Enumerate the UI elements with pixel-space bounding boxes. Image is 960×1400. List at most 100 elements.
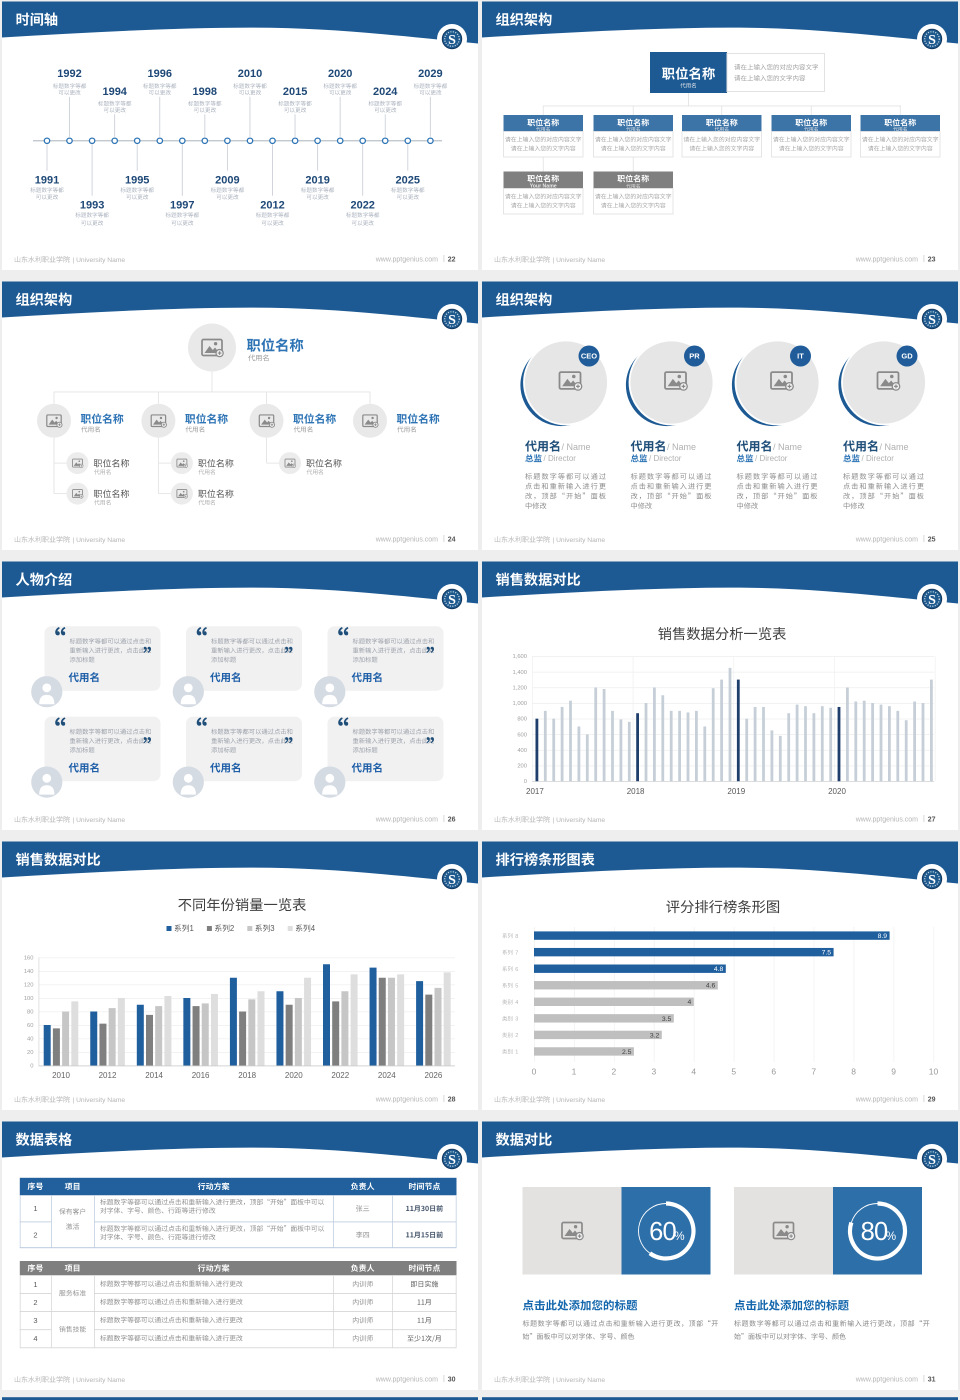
svg-text:80: 80: [27, 1010, 33, 1016]
svg-text:200: 200: [517, 764, 527, 770]
svg-text:GD: GD: [901, 352, 913, 361]
svg-text:4: 4: [691, 1067, 696, 1077]
svg-text:2026: 2026: [425, 1071, 443, 1080]
svg-text:1: 1: [33, 1204, 37, 1213]
svg-text:1,200: 1,200: [512, 685, 527, 691]
svg-text:7.5: 7.5: [822, 950, 832, 957]
svg-text:400: 400: [517, 748, 527, 754]
svg-text:23: 23: [928, 257, 936, 264]
svg-text:60: 60: [649, 1218, 676, 1246]
svg-text:3.5: 3.5: [662, 1016, 672, 1023]
svg-text:24: 24: [448, 537, 456, 544]
svg-text:8: 8: [851, 1067, 856, 1077]
svg-text:/ Director: / Director: [649, 454, 682, 463]
svg-text:2019: 2019: [727, 787, 745, 796]
svg-text:1: 1: [572, 1067, 577, 1077]
svg-text:1991: 1991: [35, 175, 59, 187]
svg-text:40: 40: [27, 1037, 33, 1043]
svg-text:/ Name: / Name: [773, 442, 802, 452]
svg-text:1: 1: [515, 1050, 518, 1056]
svg-text:4: 4: [515, 1000, 518, 1006]
svg-text:6: 6: [515, 967, 518, 973]
svg-text:27: 27: [928, 817, 936, 824]
svg-text:3: 3: [270, 924, 274, 933]
svg-text:2010: 2010: [52, 1071, 70, 1080]
svg-text:10: 10: [929, 1067, 939, 1077]
svg-text:80: 80: [861, 1218, 888, 1246]
svg-text:2: 2: [33, 1298, 37, 1307]
svg-text:2022: 2022: [350, 200, 374, 212]
svg-text:1,600: 1,600: [512, 654, 527, 660]
svg-text:2024: 2024: [378, 1071, 396, 1080]
svg-text:CEO: CEO: [581, 352, 597, 361]
svg-text:160: 160: [24, 956, 34, 962]
svg-text:2020: 2020: [328, 68, 352, 80]
svg-text:1: 1: [190, 924, 194, 933]
svg-text:7: 7: [811, 1067, 816, 1077]
svg-text:120: 120: [24, 983, 34, 989]
svg-text:2020: 2020: [285, 1071, 303, 1080]
svg-text:5: 5: [515, 983, 518, 989]
svg-text:600: 600: [517, 732, 527, 738]
svg-text:8.9: 8.9: [878, 933, 888, 940]
svg-text:26: 26: [448, 817, 456, 824]
svg-text:%: %: [886, 1231, 896, 1243]
svg-text:4: 4: [311, 924, 316, 933]
svg-text:28: 28: [448, 1097, 456, 1104]
svg-text:2022: 2022: [331, 1071, 349, 1080]
svg-text:/ Name: / Name: [562, 442, 591, 452]
svg-text:100: 100: [24, 996, 34, 1002]
svg-text:140: 140: [24, 969, 34, 975]
svg-text:/ Director: / Director: [755, 454, 788, 463]
svg-text:2018: 2018: [627, 787, 645, 796]
svg-text:2019: 2019: [305, 175, 329, 187]
svg-text:5: 5: [731, 1067, 736, 1077]
svg-text:/ Director: / Director: [544, 454, 577, 463]
svg-text:2: 2: [612, 1067, 617, 1077]
svg-text:20: 20: [27, 1050, 33, 1056]
svg-text:0: 0: [524, 779, 527, 785]
svg-text:2016: 2016: [192, 1071, 210, 1080]
svg-text:7: 7: [515, 950, 518, 956]
svg-text:29: 29: [928, 1097, 936, 1104]
svg-text:31: 31: [928, 1377, 936, 1384]
svg-text:0: 0: [30, 1064, 33, 1070]
svg-text:22: 22: [448, 257, 456, 264]
svg-text:2010: 2010: [238, 68, 262, 80]
svg-text:3: 3: [33, 1316, 37, 1325]
svg-text:2029: 2029: [418, 68, 442, 80]
svg-text:30: 30: [448, 1377, 456, 1384]
svg-text:2: 2: [33, 1230, 37, 1239]
svg-text:2: 2: [230, 924, 234, 933]
svg-text:PR: PR: [689, 352, 700, 361]
svg-text:1994: 1994: [102, 86, 127, 98]
svg-text:800: 800: [517, 717, 527, 723]
svg-text:2012: 2012: [260, 200, 284, 212]
svg-text:2020: 2020: [828, 787, 846, 796]
svg-text:25: 25: [928, 537, 936, 544]
svg-text:/ Director: / Director: [862, 454, 895, 463]
svg-text:2025: 2025: [396, 175, 420, 187]
svg-text:4: 4: [688, 999, 692, 1006]
svg-text:8: 8: [515, 934, 518, 940]
svg-text:2014: 2014: [145, 1071, 163, 1080]
svg-text:/ Name: / Name: [667, 442, 696, 452]
svg-text:1993: 1993: [80, 200, 104, 212]
svg-text:4: 4: [33, 1334, 37, 1343]
svg-text:3.2: 3.2: [650, 1032, 660, 1039]
svg-text:1996: 1996: [148, 68, 172, 80]
svg-text:%: %: [674, 1231, 684, 1243]
svg-text:4.8: 4.8: [714, 966, 724, 973]
svg-text:1997: 1997: [170, 200, 194, 212]
svg-text:1992: 1992: [57, 68, 81, 80]
svg-text:2.5: 2.5: [622, 1049, 632, 1056]
svg-text:3: 3: [652, 1067, 657, 1077]
svg-text:2: 2: [515, 1033, 518, 1039]
svg-text:3: 3: [515, 1017, 518, 1023]
svg-text:2015: 2015: [283, 86, 307, 98]
svg-text:2024: 2024: [373, 86, 398, 98]
svg-text:2017: 2017: [526, 787, 544, 796]
svg-text:4.6: 4.6: [706, 983, 716, 990]
svg-text:2018: 2018: [238, 1071, 256, 1080]
svg-text:60: 60: [27, 1023, 33, 1029]
